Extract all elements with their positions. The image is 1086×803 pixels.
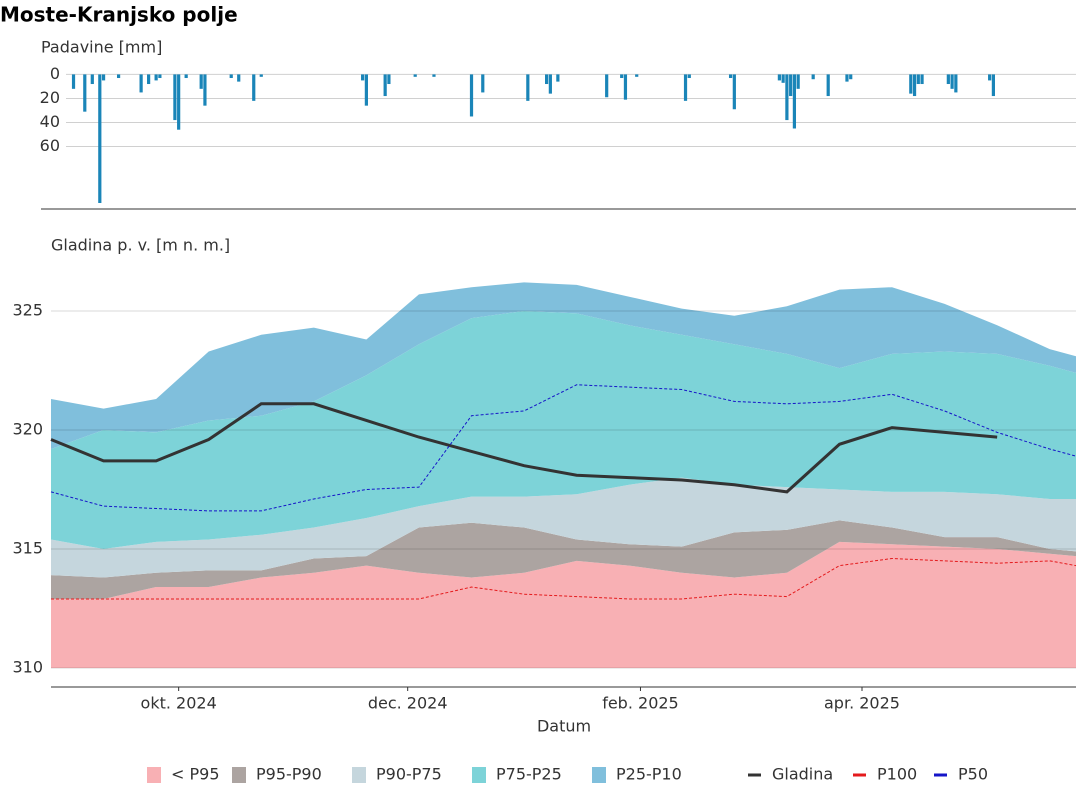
bar [259, 74, 263, 77]
bar [526, 74, 530, 101]
series-line [50, 402, 998, 494]
bar [620, 74, 624, 79]
bar [845, 74, 849, 82]
bar [785, 74, 789, 121]
y-tick-label: 0 [50, 64, 60, 83]
y-tick-label: 325 [12, 300, 43, 319]
bar [469, 74, 474, 117]
bar [229, 74, 233, 79]
band-area [51, 477, 1076, 578]
bar [950, 74, 954, 89]
bar [545, 74, 549, 85]
y-tick-label: 320 [12, 419, 43, 438]
series-line [50, 384, 1077, 512]
bar [909, 74, 913, 94]
band-area [51, 282, 1076, 450]
bar [98, 74, 102, 203]
level-axis-label: Gladina p. v. [m n. m.] [51, 236, 230, 255]
bar [71, 74, 76, 89]
bar [687, 74, 691, 79]
bar [101, 74, 106, 81]
legend-label: < P95 [171, 765, 220, 784]
bar [826, 74, 830, 97]
bar [413, 74, 417, 77]
bar [789, 74, 793, 97]
bar [173, 74, 177, 121]
bar [364, 74, 368, 106]
legend-label: P95-P90 [256, 765, 322, 784]
bar [147, 74, 151, 85]
legend-swatch [592, 767, 606, 783]
y-tick-label: 310 [12, 657, 43, 676]
bar [946, 74, 950, 85]
bar [83, 74, 87, 112]
x-tick-label: okt. 2024 [141, 694, 217, 713]
legend-swatch [472, 767, 486, 783]
bar [605, 74, 609, 98]
x-tick-label: dec. 2024 [368, 694, 448, 713]
bar [481, 74, 485, 93]
bar [792, 74, 797, 129]
legend-label: P90-P75 [376, 765, 442, 784]
bar [777, 74, 781, 81]
bar [177, 74, 181, 130]
bar [203, 74, 207, 106]
bar [623, 74, 628, 100]
bar [916, 74, 920, 85]
bar [991, 74, 995, 97]
bar [732, 74, 736, 110]
bar [199, 74, 203, 89]
bar [781, 74, 785, 83]
bar [796, 74, 800, 89]
bar [432, 74, 436, 77]
bar [556, 74, 560, 82]
bar [90, 74, 94, 85]
bar [252, 74, 256, 101]
bar [387, 74, 391, 85]
x-tick-label: apr. 2025 [824, 694, 900, 713]
y-tick-label: 20 [40, 88, 60, 107]
legend-label: P25-P10 [616, 765, 682, 784]
band-area [51, 310, 1076, 549]
legend-label: P75-P25 [496, 765, 562, 784]
y-tick-label: 60 [40, 136, 60, 155]
legend-label: P50 [958, 765, 988, 784]
legend-label: P100 [877, 765, 917, 784]
legend-swatch [352, 767, 366, 783]
bar [728, 74, 733, 79]
bar [811, 74, 815, 80]
bar [912, 74, 917, 97]
y-tick-label: 315 [12, 538, 43, 557]
bar [683, 74, 688, 101]
bar [361, 74, 365, 81]
bar [154, 74, 158, 81]
band-area [51, 520, 1076, 599]
x-axis-label: Datum [537, 717, 591, 736]
bar [548, 74, 552, 94]
bar [635, 74, 639, 77]
legend-label: Gladina [772, 765, 833, 784]
bar [116, 74, 121, 79]
bar [184, 74, 188, 79]
y-tick-label: 40 [40, 112, 60, 131]
band-area [51, 541, 1076, 668]
x-tick-label: feb. 2025 [602, 694, 679, 713]
bar [139, 74, 143, 93]
bar [158, 74, 162, 79]
bar [988, 74, 992, 81]
bar [954, 74, 958, 93]
bar [849, 74, 853, 80]
legend-swatch [147, 767, 161, 783]
precip-axis-label: Padavine [mm] [41, 38, 162, 57]
bar [920, 74, 924, 85]
page-title: Moste-Kranjsko polje [0, 3, 238, 27]
bar [383, 74, 387, 97]
bar [237, 74, 241, 82]
series-line [51, 557, 1077, 600]
legend-swatch [232, 767, 246, 783]
